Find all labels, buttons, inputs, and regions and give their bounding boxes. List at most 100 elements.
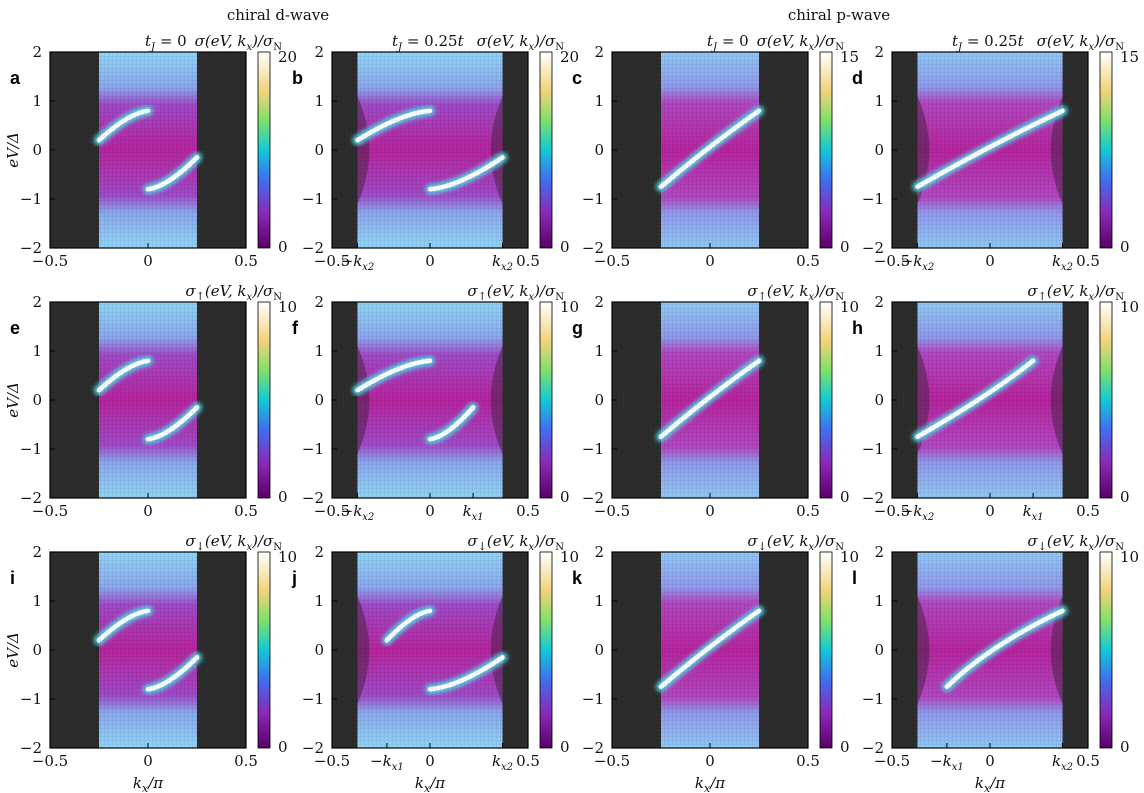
- y-tick-label: 2: [874, 43, 884, 61]
- y-axis-label: eV/Δ: [4, 382, 22, 418]
- x-tick-label: −0.5: [32, 502, 68, 520]
- panel-label: d: [852, 68, 863, 88]
- y-tick-label: −1: [302, 190, 324, 208]
- x-tick-label: −0.5: [594, 752, 630, 770]
- x-tick-label: kx2: [1052, 752, 1073, 773]
- y-tick-label: 1: [32, 92, 42, 110]
- panel-label: b: [292, 68, 303, 88]
- y-tick-label: −1: [862, 440, 884, 458]
- colorbar-max-label: 15: [1120, 48, 1139, 66]
- colorbar: [1099, 51, 1113, 249]
- y-tick-label: 2: [594, 543, 604, 561]
- x-tick-label: 0: [985, 252, 995, 270]
- y-tick-label: 1: [314, 92, 324, 110]
- y-tick-label: 2: [32, 293, 42, 311]
- panel-label: e: [10, 318, 20, 338]
- colorbar: [539, 51, 553, 249]
- y-tick-label: −1: [582, 190, 604, 208]
- x-tick-label: 0: [425, 502, 435, 520]
- panel-label: g: [572, 318, 583, 338]
- y-tick-label: −1: [20, 690, 42, 708]
- x-tick-label: 0.5: [516, 252, 540, 270]
- panel-title-left: tJ = 0: [707, 32, 749, 53]
- y-tick-label: −1: [20, 440, 42, 458]
- y-tick-label: 0: [32, 141, 42, 159]
- y-tick-label: 2: [32, 543, 42, 561]
- grid-texture: [50, 552, 246, 748]
- x-tick-label: 0.5: [796, 502, 820, 520]
- x-tick-label: −0.5: [874, 502, 910, 520]
- colorbar: [539, 551, 553, 749]
- colorbar-min-label: 0: [1120, 238, 1130, 256]
- y-tick-label: −2: [582, 489, 604, 507]
- y-tick-label: −1: [302, 690, 324, 708]
- x-tick-label: kx1: [1023, 502, 1044, 523]
- x-tick-label: kx2: [1052, 252, 1073, 273]
- x-tick-label: −0.5: [314, 252, 350, 270]
- y-tick-label: −1: [862, 190, 884, 208]
- grid-texture: [332, 552, 528, 748]
- colorbar-max-label: 10: [1120, 298, 1139, 316]
- x-tick-label: −0.5: [314, 502, 350, 520]
- x-tick-label: 0: [425, 752, 435, 770]
- x-tick-label: −kx2: [341, 502, 375, 523]
- y-tick-label: 0: [874, 641, 884, 659]
- y-tick-label: 1: [874, 592, 884, 610]
- x-axis-label: kx/π: [695, 774, 726, 793]
- y-tick-label: 0: [874, 391, 884, 409]
- panel-title-right: σ(eV, kx)/σN: [757, 32, 845, 53]
- colorbar-min-label: 0: [840, 488, 850, 506]
- y-tick-label: −2: [302, 239, 324, 257]
- y-tick-label: 1: [874, 342, 884, 360]
- x-tick-label: 0.5: [796, 252, 820, 270]
- x-tick-label: 0.5: [1076, 752, 1100, 770]
- x-tick-label: 0.5: [234, 752, 258, 770]
- y-tick-label: −2: [862, 239, 884, 257]
- grid-texture: [50, 302, 246, 498]
- colorbar: [257, 301, 271, 499]
- colorbar-min-label: 0: [560, 238, 570, 256]
- panel-title-right: σ↓(eV, kx)/σN: [185, 532, 282, 553]
- y-tick-label: −1: [582, 690, 604, 708]
- x-tick-label: 0.5: [234, 252, 258, 270]
- y-tick-label: 0: [314, 641, 324, 659]
- panel-title-right: σ↑(eV, kx)/σN: [467, 282, 564, 303]
- x-tick-label: −0.5: [594, 502, 630, 520]
- y-tick-label: −2: [862, 739, 884, 757]
- panel-title-right: σ(eV, kx)/σN: [477, 32, 565, 53]
- panel-a: −2 −1 0 1 2 −0.5 0 0.5 a 20 0 tJ = 0 σ(eV, kx)/σN eV/…: [4, 32, 297, 270]
- x-tick-label: −kx1: [370, 752, 404, 773]
- y-tick-label: 1: [874, 92, 884, 110]
- colorbar: [1099, 301, 1113, 499]
- panel-label: h: [852, 318, 863, 338]
- colorbar-max-label: 20: [560, 48, 579, 66]
- panel-title-right: σ↓(eV, kx)/σN: [1027, 532, 1124, 553]
- header-chiral-d-wave: chiral d-wave: [227, 6, 329, 24]
- y-tick-label: −1: [302, 440, 324, 458]
- y-tick-label: −2: [20, 739, 42, 757]
- x-tick-label: 0: [425, 252, 435, 270]
- colorbar-min-label: 0: [560, 488, 570, 506]
- panel-label: i: [10, 568, 15, 588]
- y-tick-label: 1: [314, 592, 324, 610]
- panel-c: −2 −1 0 1 2 −0.5 0 0.5 c 15 0 tJ = 0 σ(eV, kx)/σN: [572, 32, 859, 270]
- x-tick-label: 0: [985, 752, 995, 770]
- colorbar-max-label: 20: [278, 48, 297, 66]
- panel-label: l: [852, 568, 857, 588]
- grid-texture: [332, 52, 528, 248]
- x-tick-label: kx1: [463, 502, 484, 523]
- panel-d: −2 −1 0 1 2 −0.5−kx2 0 kx2 0.5 d 15 0 tJ = 0.25t σ(eV…: [852, 32, 1139, 273]
- x-tick-label: −kx1: [930, 752, 964, 773]
- x-tick-label: 0.5: [516, 752, 540, 770]
- colorbar-max-label: 10: [840, 548, 859, 566]
- y-tick-label: 1: [594, 592, 604, 610]
- colorbar: [819, 51, 833, 249]
- panel-title-left: tJ = 0: [145, 32, 187, 53]
- colorbar-min-label: 0: [278, 488, 288, 506]
- x-tick-label: −0.5: [874, 752, 910, 770]
- y-tick-label: −2: [302, 489, 324, 507]
- y-tick-label: 0: [32, 641, 42, 659]
- panel-label: a: [10, 68, 21, 88]
- x-tick-label: 0.5: [1076, 252, 1100, 270]
- colorbar: [1099, 551, 1113, 749]
